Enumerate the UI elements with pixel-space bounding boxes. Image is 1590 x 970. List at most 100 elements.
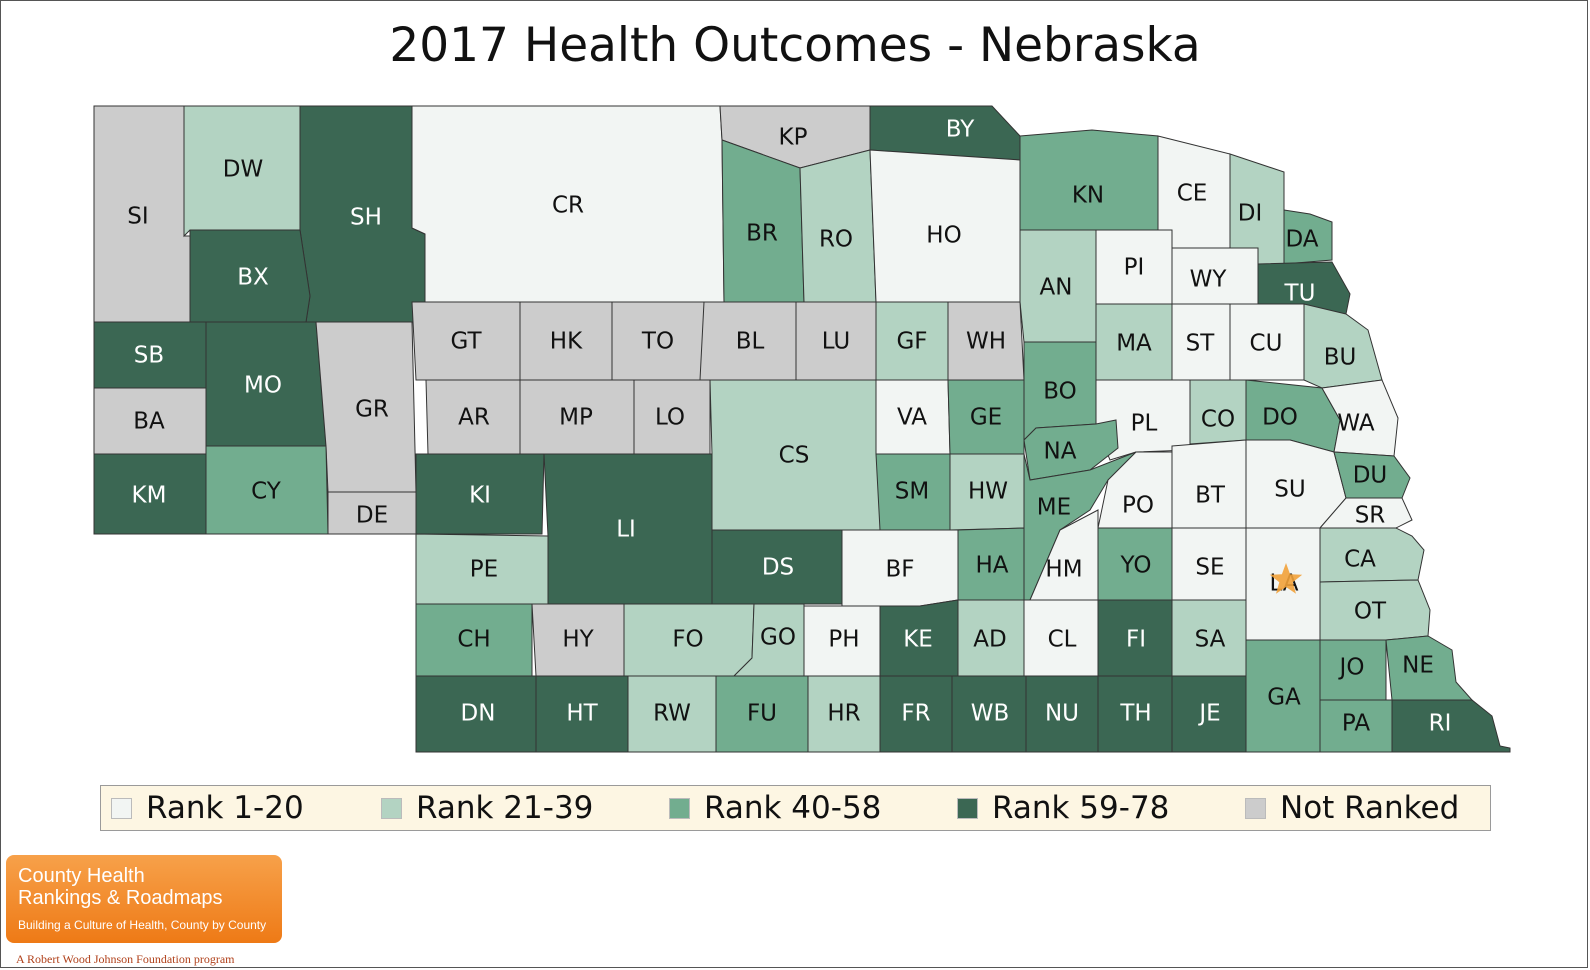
county-label-jo: JO — [1338, 655, 1365, 681]
county-label-da: DA — [1285, 227, 1318, 253]
county-label-ki: KI — [469, 483, 491, 509]
county-label-gt: GT — [450, 329, 482, 355]
county-label-cs: CS — [779, 443, 810, 469]
county-label-ar: AR — [458, 405, 490, 431]
map-title: 2017 Health Outcomes - Nebraska — [389, 18, 1201, 73]
legend-item: Rank 59-78 — [957, 790, 1169, 826]
county-label-an: AN — [1040, 275, 1073, 301]
county-label-ge: GE — [970, 405, 1002, 431]
county-label-sm: SM — [895, 479, 929, 505]
county-label-fr: FR — [901, 701, 930, 727]
county-label-hy: HY — [562, 627, 594, 653]
county-sr[interactable] — [1318, 497, 1413, 529]
county-label-va: VA — [897, 405, 927, 431]
county-bx[interactable] — [189, 229, 311, 323]
legend-swatch — [669, 797, 690, 819]
county-label-de: DE — [356, 503, 388, 529]
county-label-po: PO — [1122, 493, 1154, 519]
county-label-lo: LO — [655, 405, 685, 431]
star-icon — [1269, 563, 1303, 594]
county-label-nu: NU — [1045, 701, 1079, 727]
county-label-sr: SR — [1355, 503, 1386, 529]
county-label-co: CO — [1201, 407, 1235, 433]
county-tu[interactable] — [1257, 261, 1351, 315]
county-label-wh: WH — [966, 329, 1006, 355]
logo-line-2: Rankings & Roadmaps — [18, 887, 223, 909]
county-label-cl: CL — [1048, 627, 1077, 653]
county-label-sa: SA — [1195, 627, 1226, 653]
legend-label: Rank 40-58 — [704, 790, 882, 826]
county-label-cu: CU — [1250, 331, 1283, 357]
county-label-hr: HR — [827, 701, 860, 727]
legend: Rank 1-20 Rank 21-39 Rank 40-58 Rank 59-78 N… — [100, 785, 1491, 831]
county-label-kn: KN — [1072, 183, 1104, 209]
county-ki[interactable] — [415, 453, 545, 535]
county-label-cy: CY — [251, 479, 282, 505]
county-label-pi: PI — [1124, 255, 1145, 281]
county-label-br: BR — [746, 221, 778, 247]
county-label-bl: BL — [736, 329, 765, 355]
county-label-do: DO — [1262, 405, 1298, 431]
logo-tagline: Building a Culture of Health, County by … — [18, 918, 267, 932]
county-label-ce: CE — [1177, 181, 1208, 207]
county-label-du: DU — [1353, 463, 1388, 489]
county-label-wy: WY — [1190, 267, 1228, 293]
county-label-fo: FO — [672, 627, 703, 653]
legend-swatch — [111, 797, 132, 819]
county-label-ke: KE — [903, 627, 933, 653]
legend-item: Not Ranked — [1245, 790, 1459, 826]
county-label-ho: HO — [926, 223, 961, 249]
county-label-me: ME — [1037, 495, 1071, 521]
rwjf-footer: A Robert Wood Johnson Foundation program — [16, 952, 235, 966]
county-label-je: JE — [1197, 701, 1220, 727]
legend-swatch — [381, 797, 402, 819]
county-kn[interactable] — [1019, 129, 1159, 231]
legend-item: Rank 40-58 — [669, 790, 881, 826]
county-label-gr: GR — [355, 397, 389, 423]
county-label-pl: PL — [1131, 411, 1158, 437]
county-label-kp: KP — [779, 125, 808, 151]
county-label-ot: OT — [1354, 599, 1387, 625]
county-label-dw: DW — [223, 157, 263, 183]
county-label-bx: BX — [237, 265, 269, 291]
chr-logo: County Health Rankings & Roadmaps Buildi… — [6, 855, 282, 943]
legend-item: Rank 1-20 — [111, 790, 304, 826]
county-label-by: BY — [946, 117, 976, 143]
county-label-fu: FU — [747, 701, 777, 727]
county-label-th: TH — [1119, 701, 1151, 727]
county-label-bu: BU — [1324, 345, 1357, 371]
county-ri[interactable] — [1391, 699, 1511, 753]
legend-label: Rank 59-78 — [992, 790, 1170, 826]
county-label-cr: CR — [552, 193, 584, 219]
county-label-li: LI — [616, 517, 636, 543]
county-du[interactable] — [1333, 451, 1411, 499]
county-label-bt: BT — [1195, 483, 1226, 509]
county-label-hm: HM — [1045, 557, 1082, 583]
county-label-wa: WA — [1337, 411, 1374, 437]
county-label-ca: CA — [1344, 547, 1376, 573]
county-label-fi: FI — [1126, 627, 1146, 653]
county-label-hk: HK — [550, 329, 583, 355]
county-je[interactable] — [1171, 675, 1247, 753]
county-label-go: GO — [760, 625, 796, 651]
logo-line-1: County Health — [18, 865, 145, 887]
county-label-dn: DN — [461, 701, 496, 727]
county-label-wb: WB — [971, 701, 1010, 727]
legend-label: Rank 1-20 — [146, 790, 304, 826]
county-label-km: KM — [132, 483, 167, 509]
county-label-hw: HW — [968, 479, 1008, 505]
legend-label: Not Ranked — [1280, 790, 1460, 826]
county-label-ch: CH — [457, 627, 490, 653]
county-label-ha: HA — [975, 553, 1008, 579]
county-label-di: DI — [1238, 201, 1263, 227]
county-label-rw: RW — [653, 701, 691, 727]
county-label-ri: RI — [1429, 711, 1452, 737]
county-label-tu: TU — [1284, 281, 1316, 307]
county-label-sb: SB — [134, 343, 164, 369]
county-label-lu: LU — [822, 329, 851, 355]
county-da[interactable] — [1283, 209, 1333, 265]
county-label-ga: GA — [1267, 685, 1301, 711]
county-label-to: TO — [641, 329, 674, 355]
county-label-ds: DS — [762, 555, 794, 581]
